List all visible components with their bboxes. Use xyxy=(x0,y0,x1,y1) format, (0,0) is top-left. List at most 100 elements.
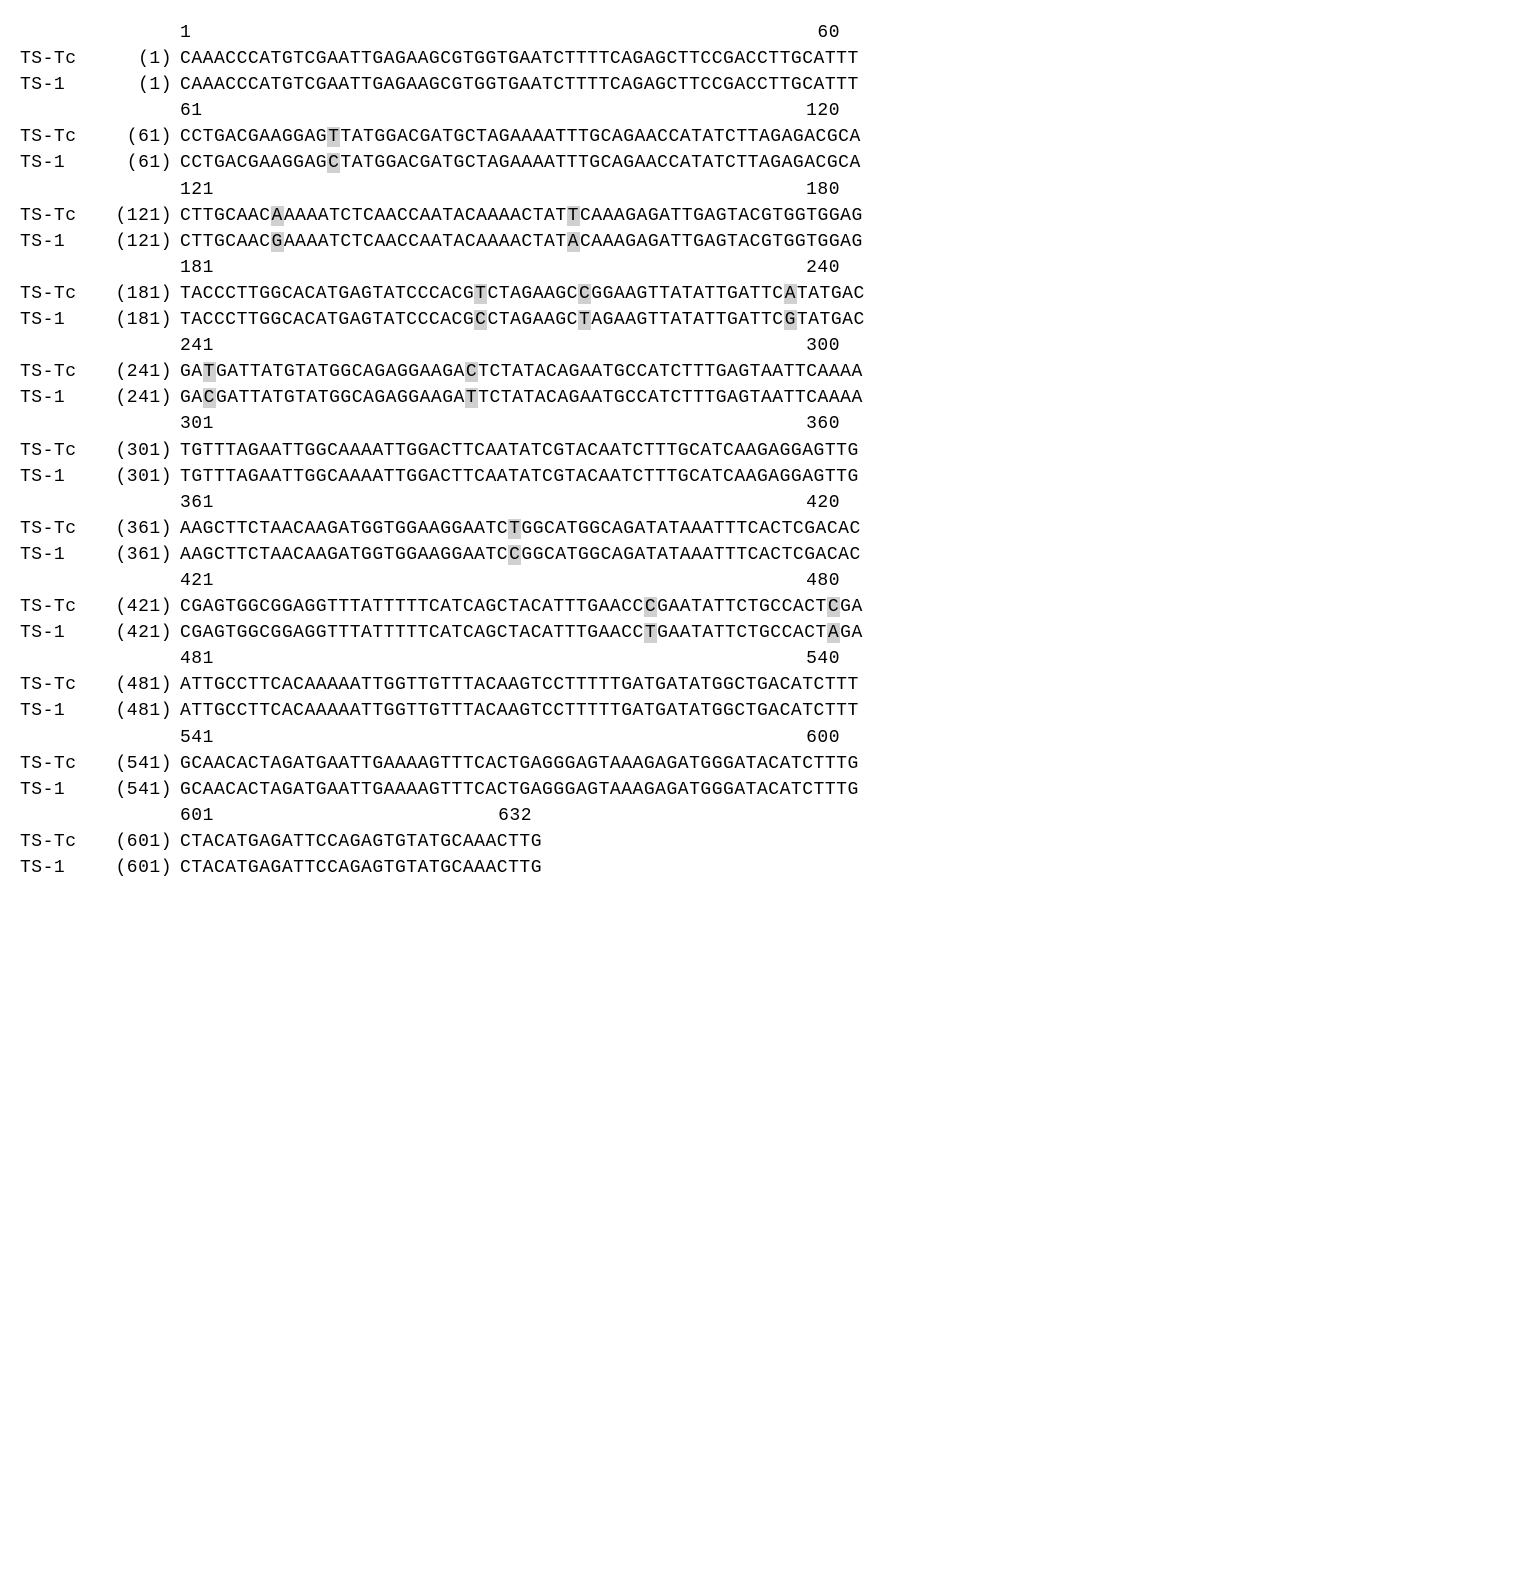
header-content: 181240 xyxy=(180,255,840,281)
header-spacer xyxy=(20,646,180,672)
sequence-position: (541) xyxy=(110,751,180,777)
sequence-position: (361) xyxy=(110,516,180,542)
sequence-label: TS-1 xyxy=(20,72,110,98)
sequence-text: GACGATTATGTATGGCAGAGGAAGATTCTATACAGAATGC… xyxy=(180,385,863,411)
sequence-row: TS-1(541)GCAACACTAGATGAATTGAAAAGTTTCACTG… xyxy=(20,777,1518,803)
position-header: 181240 xyxy=(20,255,1518,281)
header-spacer xyxy=(20,255,180,281)
sequence-row: TS-1(481)ATTGCCTTCACAAAAATTGGTTGTTTACAAG… xyxy=(20,698,1518,724)
header-content: 361 420 xyxy=(180,490,840,516)
header-content: 421 480 xyxy=(180,568,840,594)
position-header: 121 180 xyxy=(20,177,1518,203)
position-start: 421 xyxy=(180,568,214,594)
position-header: 541600 xyxy=(20,725,1518,751)
sequence-position: (181) xyxy=(110,281,180,307)
sequence-label: TS-1 xyxy=(20,307,110,333)
position-start: 601 xyxy=(180,803,214,829)
sequence-row: TS-Tc(61)CCTGACGAAGGAGTTATGGACGATGCTAGAA… xyxy=(20,124,1518,150)
position-header: 241 300 xyxy=(20,333,1518,359)
sequence-text: CGAGTGGCGGAGGTTTATTTTTCATCAGCTACATTTGAAC… xyxy=(180,620,863,646)
sequence-label: TS-Tc xyxy=(20,124,110,150)
sequence-label: TS-1 xyxy=(20,150,110,176)
sequence-text: CCTGACGAAGGAGTTATGGACGATGCTAGAAAATTTGCAG… xyxy=(180,124,861,150)
position-start: 241 xyxy=(180,333,214,359)
sequence-text: AAGCTTCTAACAAGATGGTGGAAGGAATCTGGCATGGCAG… xyxy=(180,516,861,542)
sequence-label: TS-Tc xyxy=(20,829,110,855)
position-end: 60 xyxy=(817,20,840,46)
sequence-text: GATGATTATGTATGGCAGAGGAAGACTCTATACAGAATGC… xyxy=(180,359,863,385)
position-start: 361 xyxy=(180,490,214,516)
sequence-label: TS-Tc xyxy=(20,46,110,72)
position-header: 361 420 xyxy=(20,490,1518,516)
sequence-label: TS-1 xyxy=(20,229,110,255)
header-content: 481540 xyxy=(180,646,840,672)
sequence-position: (481) xyxy=(110,672,180,698)
position-start: 301 xyxy=(180,411,214,437)
sequence-text: CAAACCCATGTCGAATTGAGAAGCGTGGTGAATCTTTTCA… xyxy=(180,46,859,72)
sequence-position: (241) xyxy=(110,385,180,411)
sequence-text: GCAACACTAGATGAATTGAAAAGTTTCACTGAGGGAGTAA… xyxy=(180,777,859,803)
sequence-label: TS-Tc xyxy=(20,751,110,777)
header-content: 1 60 xyxy=(180,20,840,46)
header-spacer xyxy=(20,20,180,46)
position-end: 540 xyxy=(806,646,840,672)
position-header: 61120 xyxy=(20,98,1518,124)
sequence-alignment: 160TS-Tc(1)CAAACCCATGTCGAATTGAGAAGCGTGGT… xyxy=(20,20,1518,881)
position-start: 1 xyxy=(180,20,191,46)
header-spacer xyxy=(20,490,180,516)
position-start: 121 xyxy=(180,177,214,203)
sequence-text: TGTTTAGAATTGGCAAAATTGGACTTCAATATCGTACAAT… xyxy=(180,438,859,464)
sequence-row: TS-1(1)CAAACCCATGTCGAATTGAGAAGCGTGGTGAAT… xyxy=(20,72,1518,98)
position-header: 481540 xyxy=(20,646,1518,672)
sequence-row: TS-1(241)GACGATTATGTATGGCAGAGGAAGATTCTAT… xyxy=(20,385,1518,411)
sequence-text: CTACATGAGATTCCAGAGTGTATGCAAACTTG xyxy=(180,829,542,855)
sequence-text: TACCCTTGGCACATGAGTATCCCACGTCTAGAAGCCGGAA… xyxy=(180,281,865,307)
sequence-text: ATTGCCTTCACAAAAATTGGTTGTTTACAAGTCCTTTTTG… xyxy=(180,672,859,698)
position-header: 601632 xyxy=(20,803,1518,829)
sequence-label: TS-1 xyxy=(20,385,110,411)
sequence-text: CGAGTGGCGGAGGTTTATTTTTCATCAGCTACATTTGAAC… xyxy=(180,594,863,620)
position-start: 61 xyxy=(180,98,203,124)
sequence-text: ATTGCCTTCACAAAAATTGGTTGTTTACAAGTCCTTTTTG… xyxy=(180,698,859,724)
position-end: 600 xyxy=(806,725,840,751)
sequence-row: TS-1(121)CTTGCAACGAAAATCTCAACCAATACAAAAC… xyxy=(20,229,1518,255)
position-end: 480 xyxy=(806,568,840,594)
sequence-label: TS-1 xyxy=(20,777,110,803)
position-header: 1 60 xyxy=(20,20,1518,46)
sequence-position: (61) xyxy=(110,150,180,176)
sequence-text: GCAACACTAGATGAATTGAAAAGTTTCACTGAGGGAGTAA… xyxy=(180,751,859,777)
sequence-position: (541) xyxy=(110,777,180,803)
sequence-label: TS-Tc xyxy=(20,359,110,385)
header-spacer xyxy=(20,333,180,359)
sequence-text: TGTTTAGAATTGGCAAAATTGGACTTCAATATCGTACAAT… xyxy=(180,464,859,490)
sequence-label: TS-Tc xyxy=(20,594,110,620)
position-end: 180 xyxy=(806,177,840,203)
sequence-position: (181) xyxy=(110,307,180,333)
position-header: 301360 xyxy=(20,411,1518,437)
position-end: 300 xyxy=(806,333,840,359)
sequence-row: TS-Tc(241)GATGATTATGTATGGCAGAGGAAGACTCTA… xyxy=(20,359,1518,385)
sequence-label: TS-1 xyxy=(20,698,110,724)
sequence-row: TS-Tc(181)TACCCTTGGCACATGAGTATCCCACGTCTA… xyxy=(20,281,1518,307)
sequence-position: (121) xyxy=(110,203,180,229)
sequence-label: TS-Tc xyxy=(20,281,110,307)
header-content: 61120 xyxy=(180,98,840,124)
sequence-text: CTTGCAACAAAAATCTCAACCAATACAAAACTATTCAAAG… xyxy=(180,203,863,229)
sequence-text: CTACATGAGATTCCAGAGTGTATGCAAACTTG xyxy=(180,855,542,881)
sequence-position: (121) xyxy=(110,229,180,255)
header-spacer xyxy=(20,568,180,594)
header-spacer xyxy=(20,98,180,124)
sequence-row: TS-Tc(301)TGTTTAGAATTGGCAAAATTGGACTTCAAT… xyxy=(20,438,1518,464)
sequence-position: (301) xyxy=(110,438,180,464)
header-content: 541600 xyxy=(180,725,840,751)
header-content: 601632 xyxy=(180,803,532,829)
sequence-row: TS-1(181)TACCCTTGGCACATGAGTATCCCACGCCTAG… xyxy=(20,307,1518,333)
position-end: 420 xyxy=(806,490,840,516)
sequence-position: (301) xyxy=(110,464,180,490)
sequence-position: (421) xyxy=(110,594,180,620)
sequence-row: TS-Tc(121)CTTGCAACAAAAATCTCAACCAATACAAAA… xyxy=(20,203,1518,229)
header-spacer xyxy=(20,177,180,203)
sequence-label: TS-1 xyxy=(20,542,110,568)
sequence-text: TACCCTTGGCACATGAGTATCCCACGCCTAGAAGCTAGAA… xyxy=(180,307,865,333)
sequence-row: TS-1(361)AAGCTTCTAACAAGATGGTGGAAGGAATCCG… xyxy=(20,542,1518,568)
